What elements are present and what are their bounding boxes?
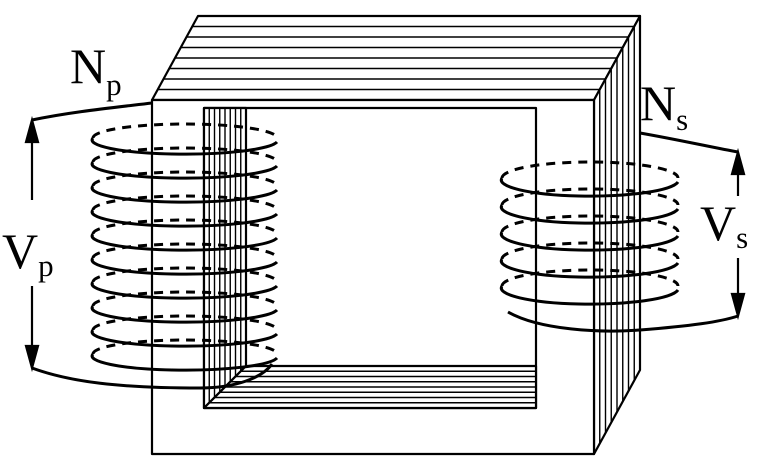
primary-coil-back-turn [91,290,279,307]
secondary-top-lead [639,131,739,154]
primary-coil-turn [90,304,279,324]
primary-coil-turn [90,160,279,180]
primary-coil-turn [90,280,279,300]
primary-coil-turn [90,232,279,252]
primary-coil-back-turn [91,170,279,187]
secondary-coil-turn [499,177,680,198]
primary-bottom-lead [31,363,274,390]
secondary-coil-turn [499,231,680,252]
primary-voltage-label: Vp [2,223,54,283]
secondary-coil [499,177,680,306]
primary-coil-back-turn [91,314,279,331]
primary-coil-back-turn [91,338,279,355]
primary-coil-back-turn [91,218,279,235]
secondary-coil-turn [499,204,680,225]
primary-coil-back-turns [91,122,279,355]
primary-coil-back-turn [91,122,279,139]
primary-coil-turn [90,184,279,204]
secondary-coil-turn [499,258,680,279]
primary-turns-label: Np [70,38,122,102]
primary-coil [90,136,279,372]
primary-coil-turn [90,328,279,348]
primary-coil-back-turn [91,194,279,211]
primary-coil-turn [90,208,279,228]
secondary-bottom-lead [507,310,739,333]
primary-coil-back-turn [91,146,279,163]
secondary-voltage-arrow [730,147,746,321]
primary-top-lead [31,101,153,122]
primary-coil-back-turn [91,242,279,259]
primary-coil-back-turn [91,266,279,283]
primary-coil-turn [90,136,279,156]
primary-coil-turn [90,352,279,372]
primary-coil-turn [90,256,279,276]
secondary-voltage-label: Vs [700,195,748,255]
primary-voltage-arrow [24,115,40,373]
secondary-coil-turn [499,285,680,306]
secondary-turns-label: Ns [640,75,688,137]
